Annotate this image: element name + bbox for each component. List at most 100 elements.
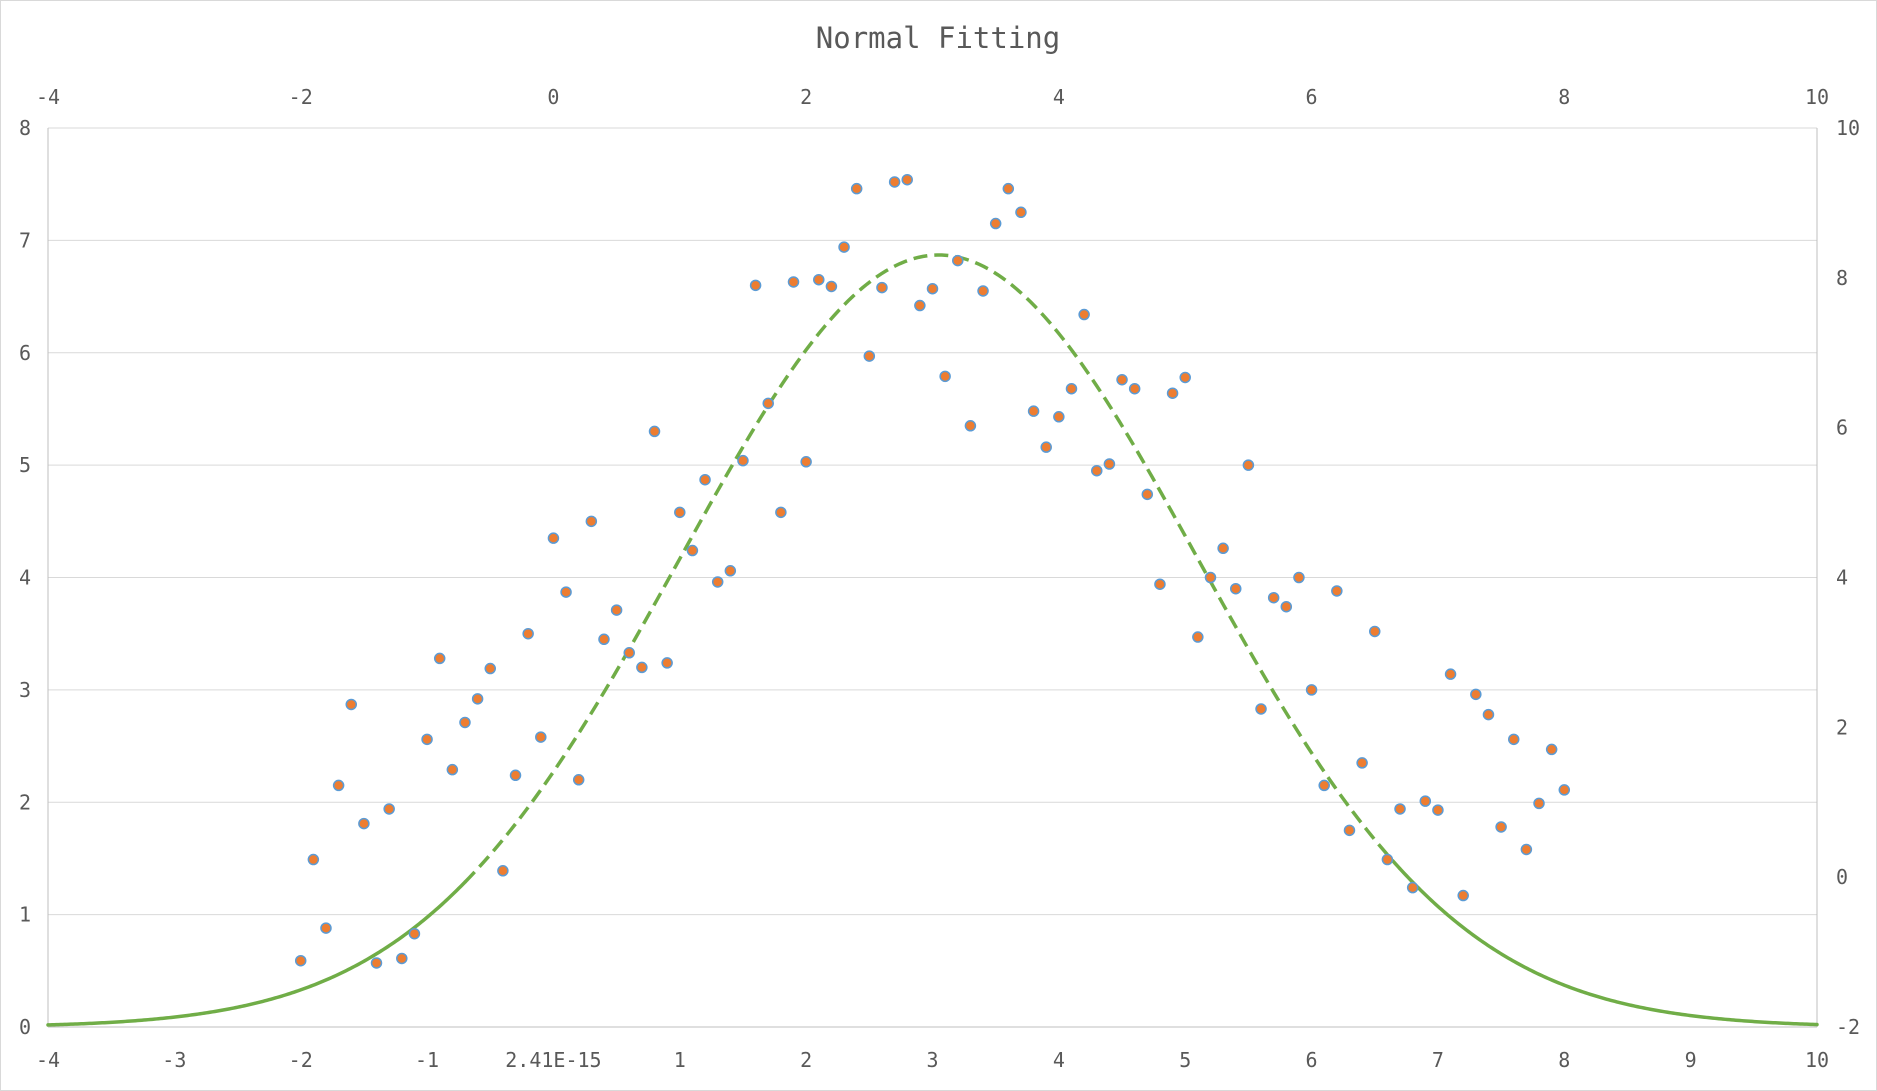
scatter-point bbox=[585, 515, 598, 528]
scatter-point bbox=[876, 281, 888, 294]
scatter-point bbox=[1444, 668, 1457, 680]
scatter-point bbox=[610, 604, 623, 616]
x-tick-label-top: -2 bbox=[289, 85, 313, 109]
scatter-point bbox=[711, 576, 724, 588]
scatter-point bbox=[1520, 843, 1533, 856]
curve-left-tail bbox=[46, 880, 467, 1027]
y-tick-label-right: 10 bbox=[1836, 116, 1860, 140]
scatter-point bbox=[1091, 464, 1103, 477]
scatter-point bbox=[863, 350, 876, 362]
scatter-point bbox=[1545, 743, 1558, 756]
scatter-point bbox=[1040, 441, 1052, 453]
scatter-point bbox=[1002, 182, 1015, 195]
scatter-point bbox=[813, 273, 825, 286]
x-tick-label-bottom: 1 bbox=[674, 1048, 686, 1072]
scatter-point bbox=[1015, 206, 1027, 219]
scatter-point bbox=[888, 176, 901, 188]
scatter-point bbox=[724, 565, 737, 577]
scatter-point bbox=[1558, 784, 1571, 796]
x-tick-label-bottom: 3 bbox=[926, 1048, 938, 1072]
scatter-point bbox=[383, 803, 395, 815]
scatter-point bbox=[370, 957, 383, 969]
scatter-point bbox=[433, 652, 446, 665]
scatter-point bbox=[1419, 795, 1432, 807]
x-tick-label-bottom: -4 bbox=[36, 1048, 60, 1072]
scatter-point bbox=[1305, 684, 1318, 696]
scatter-point bbox=[699, 473, 711, 486]
scatter-point bbox=[572, 774, 585, 786]
y-tick-label-left: 0 bbox=[19, 1015, 31, 1039]
scatter-point bbox=[1533, 797, 1545, 810]
scatter-point bbox=[737, 454, 749, 467]
scatter-point bbox=[775, 506, 787, 519]
x-tick-label-top: 10 bbox=[1805, 85, 1829, 109]
scatter-point bbox=[1394, 803, 1406, 815]
scatter-point bbox=[901, 173, 913, 186]
scatter-point bbox=[1116, 373, 1128, 386]
scatter-point bbox=[1255, 703, 1267, 715]
scatter-point bbox=[977, 285, 989, 297]
x-tick-label-bottom: 8 bbox=[1558, 1048, 1570, 1072]
scatter-point bbox=[471, 693, 484, 705]
scatter-point bbox=[749, 279, 762, 292]
scatter-point bbox=[1457, 889, 1469, 902]
scatter-point bbox=[1230, 582, 1242, 595]
tick-labels: -4 -3 -2 -1 2.41E-15 1 2 3 4 5 6 7 8 9 10-4 -2 0 2 4 6 8 1001… bbox=[19, 85, 1860, 1072]
scatter-point bbox=[964, 420, 977, 432]
scatter-point bbox=[522, 627, 534, 640]
scatter-point bbox=[674, 506, 686, 519]
scatter-point bbox=[1381, 853, 1394, 866]
curve-right-tail bbox=[1398, 867, 1819, 1027]
scatter-point bbox=[421, 733, 433, 746]
x-tick-label-top: 4 bbox=[1053, 85, 1065, 109]
scatter-point bbox=[535, 731, 547, 743]
scatter-point bbox=[1343, 824, 1356, 837]
scatter-point bbox=[1406, 881, 1419, 894]
scatter-point bbox=[1318, 779, 1330, 792]
y-tick-label-right: -2 bbox=[1836, 1015, 1860, 1039]
scatter-point bbox=[396, 952, 408, 965]
scatter-point bbox=[1293, 571, 1305, 584]
scatter-point bbox=[838, 241, 850, 253]
scatter-point bbox=[484, 662, 496, 675]
y-tick-label-right: 2 bbox=[1836, 715, 1848, 739]
scatter-point bbox=[623, 647, 635, 659]
scatter-point bbox=[1217, 542, 1229, 555]
scatter-point bbox=[560, 586, 572, 598]
scatter-point bbox=[1482, 708, 1495, 721]
y-tick-label-left: 1 bbox=[19, 903, 31, 927]
scatter-point bbox=[926, 282, 939, 295]
scatter-point bbox=[686, 544, 699, 557]
x-tick-label-bottom: 7 bbox=[1432, 1048, 1444, 1072]
scatter-point bbox=[1470, 688, 1482, 701]
scatter-point bbox=[1141, 488, 1154, 501]
scatter-point bbox=[648, 425, 661, 438]
y-tick-label-left: 3 bbox=[19, 678, 31, 702]
y-tick-label-left: 6 bbox=[19, 341, 31, 365]
x-tick-label-bottom: -2 bbox=[289, 1048, 313, 1072]
scatter-point bbox=[952, 254, 964, 267]
scatter-point bbox=[1053, 411, 1065, 423]
scatter-point bbox=[989, 217, 1002, 230]
scatter-point bbox=[598, 633, 610, 646]
chart-title: Normal Fitting bbox=[816, 21, 1060, 55]
y-tick-label-left: 7 bbox=[19, 228, 31, 252]
scatter-point bbox=[762, 397, 774, 410]
scatter-point bbox=[1432, 804, 1444, 816]
x-tick-label-bottom: 6 bbox=[1306, 1048, 1318, 1072]
y-tick-label-right: 4 bbox=[1836, 566, 1848, 590]
scatter-point bbox=[800, 456, 812, 468]
x-tick-label-bottom: 5 bbox=[1179, 1048, 1191, 1072]
scatter-point bbox=[1495, 821, 1507, 833]
y-tick-label-left: 2 bbox=[19, 790, 31, 814]
scatter-point bbox=[825, 280, 838, 293]
scatter-point bbox=[787, 276, 800, 288]
scatter-points bbox=[294, 173, 1571, 969]
scatter-point bbox=[1192, 631, 1204, 643]
x-tick-label-bottom: 10 bbox=[1805, 1048, 1829, 1072]
scatter-point bbox=[939, 370, 951, 383]
scatter-point bbox=[1204, 571, 1217, 584]
scatter-point bbox=[1128, 382, 1141, 395]
